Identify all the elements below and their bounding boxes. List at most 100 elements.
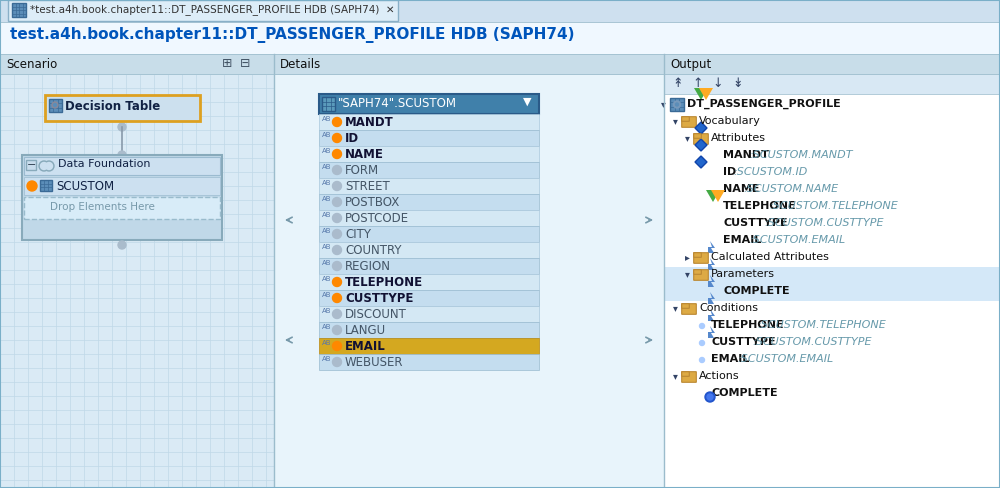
Text: ↓: ↓ [712, 77, 722, 90]
Bar [319, 210, 539, 226]
Text: :SCUSTOM.NAME: :SCUSTOM.NAME [744, 184, 839, 194]
Text: ▼: ▼ [523, 97, 532, 107]
Text: ID: ID [345, 132, 359, 145]
Text: REGION: REGION [345, 260, 391, 273]
FancyBboxPatch shape [694, 134, 708, 144]
Circle shape [39, 161, 49, 171]
Bar [0, 74, 274, 488]
Circle shape [332, 198, 342, 206]
Text: Data Foundation: Data Foundation [58, 159, 150, 169]
Text: AB: AB [322, 308, 332, 314]
Bar [319, 258, 539, 274]
Circle shape [44, 161, 54, 171]
Bar [8, 0, 398, 21]
Circle shape [332, 214, 342, 223]
Text: AB: AB [322, 276, 332, 282]
FancyBboxPatch shape [682, 304, 696, 314]
Polygon shape [699, 88, 713, 100]
Text: :SCUSTOM.ID: :SCUSTOM.ID [733, 167, 808, 177]
Text: POSTBOX: POSTBOX [345, 196, 400, 209]
Text: DISCOUNT: DISCOUNT [345, 308, 407, 321]
Polygon shape [708, 241, 715, 253]
Polygon shape [708, 326, 715, 338]
Polygon shape [708, 292, 715, 304]
Text: Attributes: Attributes [711, 133, 766, 143]
Circle shape [707, 394, 713, 400]
Circle shape [332, 245, 342, 255]
Text: LANGU: LANGU [345, 324, 386, 337]
Text: :SCUSTOM.EMAIL: :SCUSTOM.EMAIL [737, 354, 833, 364]
Text: :SCUSTOM.TELEPHONE: :SCUSTOM.TELEPHONE [770, 201, 899, 211]
Text: ↟: ↟ [672, 77, 682, 90]
Text: test.a4h.book.chapter11::DT_PASSENGER_PROFILE HDB (SAPH74): test.a4h.book.chapter11::DT_PASSENGER_PR… [10, 27, 574, 43]
FancyBboxPatch shape [682, 117, 689, 122]
Text: ▾: ▾ [673, 116, 678, 126]
Circle shape [332, 358, 342, 366]
Text: COMPLETE: COMPLETE [723, 286, 790, 296]
Text: ⊟: ⊟ [240, 57, 250, 70]
Text: COUNTRY: COUNTRY [345, 244, 402, 257]
Bar [274, 54, 664, 74]
Text: :SCUSTOM.TELEPHONE: :SCUSTOM.TELEPHONE [758, 320, 887, 330]
Bar [319, 274, 539, 290]
Circle shape [332, 262, 342, 270]
Text: TELEPHONE: TELEPHONE [711, 320, 785, 330]
Text: AB: AB [322, 180, 332, 186]
Text: STREET: STREET [345, 180, 390, 193]
FancyBboxPatch shape [694, 134, 701, 138]
Text: Drop Elements Here: Drop Elements Here [50, 202, 155, 212]
Text: WEBUSER: WEBUSER [345, 356, 404, 369]
FancyBboxPatch shape [682, 117, 696, 127]
Text: EMAIL: EMAIL [711, 354, 749, 364]
Text: COMPLETE: COMPLETE [711, 388, 778, 398]
Bar [0, 0, 1000, 22]
Bar [664, 74, 1000, 94]
Text: −: − [27, 160, 36, 170]
Text: AB: AB [322, 164, 332, 170]
Circle shape [332, 118, 342, 126]
Polygon shape [695, 156, 707, 168]
FancyBboxPatch shape [694, 253, 701, 257]
Text: EMAIL: EMAIL [723, 235, 761, 245]
Polygon shape [695, 122, 707, 134]
Polygon shape [708, 309, 715, 321]
Circle shape [332, 182, 342, 190]
Text: MANDT: MANDT [345, 116, 394, 129]
Bar [319, 338, 539, 354]
Bar [319, 94, 539, 114]
Text: :SCUSTOM.EMAIL: :SCUSTOM.EMAIL [749, 235, 845, 245]
Bar [664, 284, 1000, 301]
Circle shape [332, 293, 342, 303]
Circle shape [46, 163, 52, 169]
Polygon shape [708, 275, 715, 287]
FancyBboxPatch shape [694, 270, 708, 280]
Bar [0, 22, 1000, 54]
Bar [24, 177, 220, 195]
Text: ⊞: ⊞ [222, 57, 232, 70]
Bar [45, 95, 200, 121]
FancyBboxPatch shape [694, 270, 701, 274]
Bar [319, 194, 539, 210]
FancyBboxPatch shape [682, 372, 696, 382]
Circle shape [118, 151, 126, 159]
Text: ↡: ↡ [732, 77, 742, 90]
Text: DT_PASSENGER_PROFILE: DT_PASSENGER_PROFILE [687, 99, 841, 109]
Polygon shape [695, 139, 707, 151]
Text: FORM: FORM [345, 164, 379, 177]
Text: Output: Output [670, 58, 711, 71]
Polygon shape [706, 190, 720, 202]
Text: AB: AB [322, 116, 332, 122]
Bar [12, 3, 26, 17]
Bar [319, 290, 539, 306]
Text: :SCUSTOM.CUSTTYPE: :SCUSTOM.CUSTTYPE [753, 337, 872, 347]
Circle shape [700, 324, 704, 328]
Text: "SAPH74".SCUSTOM: "SAPH74".SCUSTOM [338, 97, 457, 110]
Text: Decision Table: Decision Table [65, 100, 160, 113]
FancyBboxPatch shape [682, 372, 689, 376]
Text: Conditions: Conditions [699, 303, 758, 313]
Text: NAME: NAME [723, 184, 760, 194]
Circle shape [332, 325, 342, 334]
Bar [24, 197, 220, 219]
Text: ▾: ▾ [685, 269, 690, 279]
Bar [49, 99, 62, 112]
